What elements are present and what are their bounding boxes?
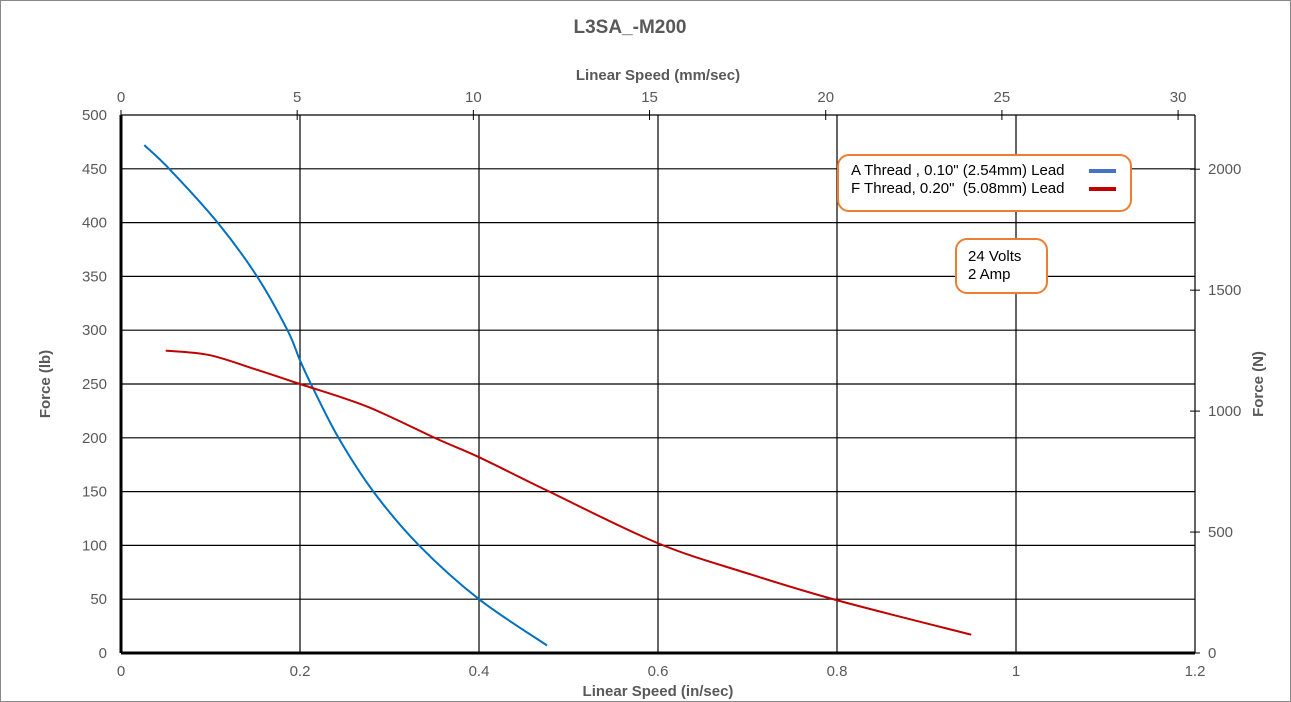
x2-tick-label: 15 (641, 89, 658, 106)
y-tick-label: 500 (82, 107, 107, 124)
x-tick-label: 0.8 (827, 663, 848, 680)
x-tick-label: 1 (1012, 663, 1020, 680)
chart-title: L3SA_-M200 (574, 17, 687, 38)
y-tick-label: 350 (82, 268, 107, 285)
legend-swatch-red (1089, 187, 1116, 191)
legend-label: A Thread , 0.10" (2.54mm) Lead (851, 162, 1065, 179)
series-line-f-thread (165, 349, 972, 636)
x-tick-label: 0.6 (648, 663, 669, 680)
x2-tick-label: 0 (117, 89, 125, 106)
y2-tick-label: 500 (1208, 524, 1233, 541)
legend-label: F Thread, 0.20" (5.08mm) Lead (851, 180, 1065, 197)
x2-tick-label: 20 (817, 89, 834, 106)
y2-tick-label: 1500 (1208, 282, 1241, 299)
y-tick-label: 300 (82, 322, 107, 339)
y-tick-label: 400 (82, 215, 107, 232)
y-tick-label: 200 (82, 430, 107, 447)
annotation-current: 2 Amp (968, 266, 1011, 283)
y2-axis-title: Force (N) (1250, 351, 1267, 417)
legend-item-f-thread: F Thread, 0.20" (5.08mm) Lead (851, 180, 1130, 198)
y2-tick-label: 2000 (1208, 161, 1241, 178)
legend-swatch-blue (1089, 169, 1116, 173)
y2-tick-label: 1000 (1208, 403, 1241, 420)
x2-tick-label: 5 (293, 89, 301, 106)
legend-item-a-thread: A Thread , 0.10" (2.54mm) Lead (851, 162, 1130, 180)
x-axis-title: Linear Speed (in/sec) (583, 683, 734, 700)
y-tick-label: 0 (99, 645, 107, 662)
x2-axis-title: Linear Speed (mm/sec) (576, 67, 740, 84)
annotation-box: 24 Volts 2 Amp (955, 238, 1048, 294)
x-tick-label: 0.2 (290, 663, 311, 680)
y-axis-title: Force (lb) (37, 350, 54, 418)
x2-tick-label: 10 (465, 89, 482, 106)
series-line-a-thread (143, 144, 548, 647)
x-tick-label: 0.4 (469, 663, 490, 680)
x-tick-label: 0 (117, 663, 125, 680)
y2-tick-label: 0 (1208, 645, 1216, 662)
y-tick-label: 250 (82, 376, 107, 393)
y-tick-label: 150 (82, 484, 107, 501)
y-tick-label: 100 (82, 537, 107, 554)
x-tick-label: 1.2 (1185, 663, 1206, 680)
annotation-voltage: 24 Volts (968, 248, 1022, 265)
x2-tick-label: 25 (994, 89, 1011, 106)
x2-tick-label: 30 (1170, 89, 1187, 106)
y-tick-label: 450 (82, 161, 107, 178)
y-tick-label: 50 (90, 591, 107, 608)
legend: A Thread , 0.10" (2.54mm) Lead F Thread,… (837, 154, 1132, 212)
